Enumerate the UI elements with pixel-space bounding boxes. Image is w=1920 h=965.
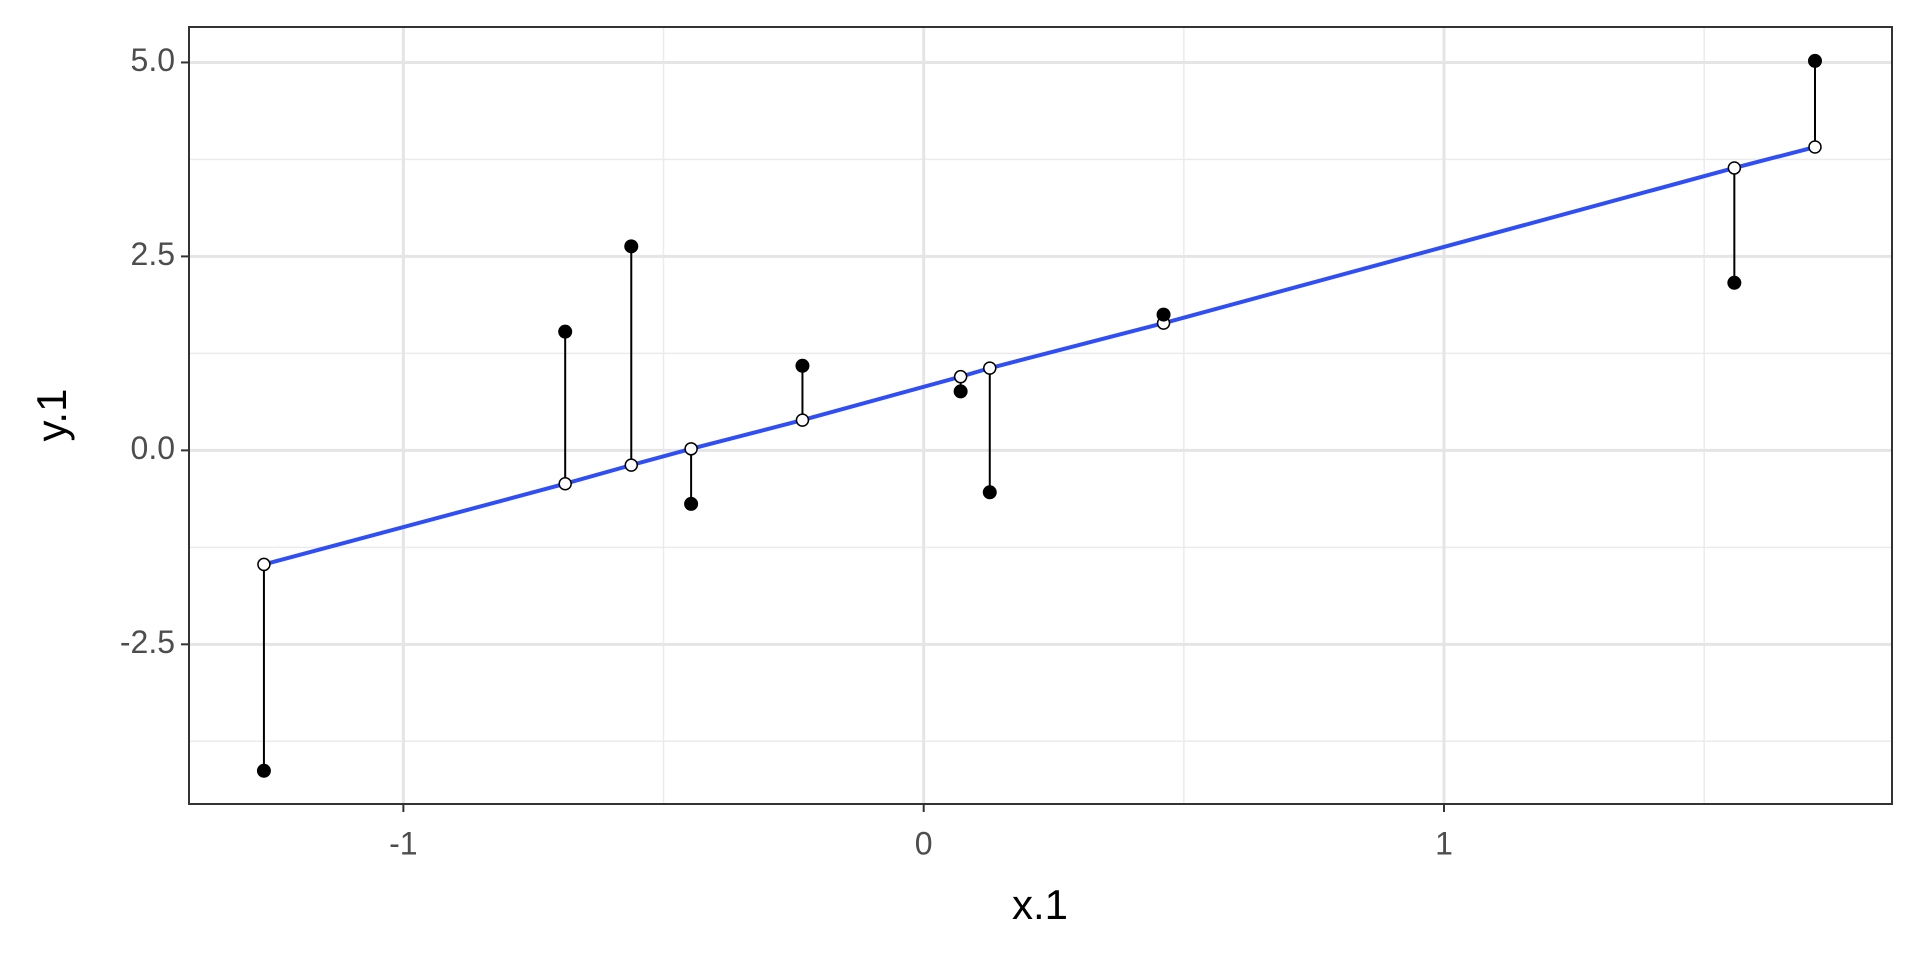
y-tick-label: 2.5 bbox=[131, 236, 175, 272]
x-tick-label: 0 bbox=[915, 825, 933, 861]
y-tick-label: 5.0 bbox=[131, 42, 175, 78]
x-tick-label: 1 bbox=[1435, 825, 1453, 861]
observed-point bbox=[1156, 307, 1171, 322]
observed-point bbox=[558, 324, 573, 339]
fitted-point bbox=[684, 442, 698, 456]
observed-point bbox=[982, 485, 997, 500]
observed-point bbox=[1727, 275, 1742, 290]
observed-point bbox=[795, 358, 810, 373]
panel-border bbox=[188, 26, 1893, 805]
fitted-point bbox=[1808, 140, 1822, 154]
y-axis-title: y.1 bbox=[28, 389, 75, 442]
observed-point bbox=[624, 239, 639, 254]
fitted-point bbox=[795, 413, 810, 427]
fitted-point bbox=[983, 361, 997, 375]
fitted-point bbox=[257, 557, 271, 572]
x-axis-title: x.1 bbox=[1012, 881, 1068, 928]
observed-point bbox=[1807, 53, 1822, 68]
observed-point bbox=[953, 384, 968, 399]
observed-point bbox=[684, 496, 699, 511]
y-tick-label: -2.5 bbox=[120, 624, 175, 660]
fitted-point bbox=[953, 369, 968, 384]
regression-line bbox=[263, 145, 1816, 567]
x-tick-label: -1 bbox=[389, 825, 417, 861]
fitted-point bbox=[1727, 161, 1742, 175]
y-tick-label: 0.0 bbox=[131, 430, 175, 466]
fitted-point bbox=[624, 458, 639, 472]
fitted-point bbox=[558, 476, 572, 491]
observed-point bbox=[256, 763, 271, 778]
